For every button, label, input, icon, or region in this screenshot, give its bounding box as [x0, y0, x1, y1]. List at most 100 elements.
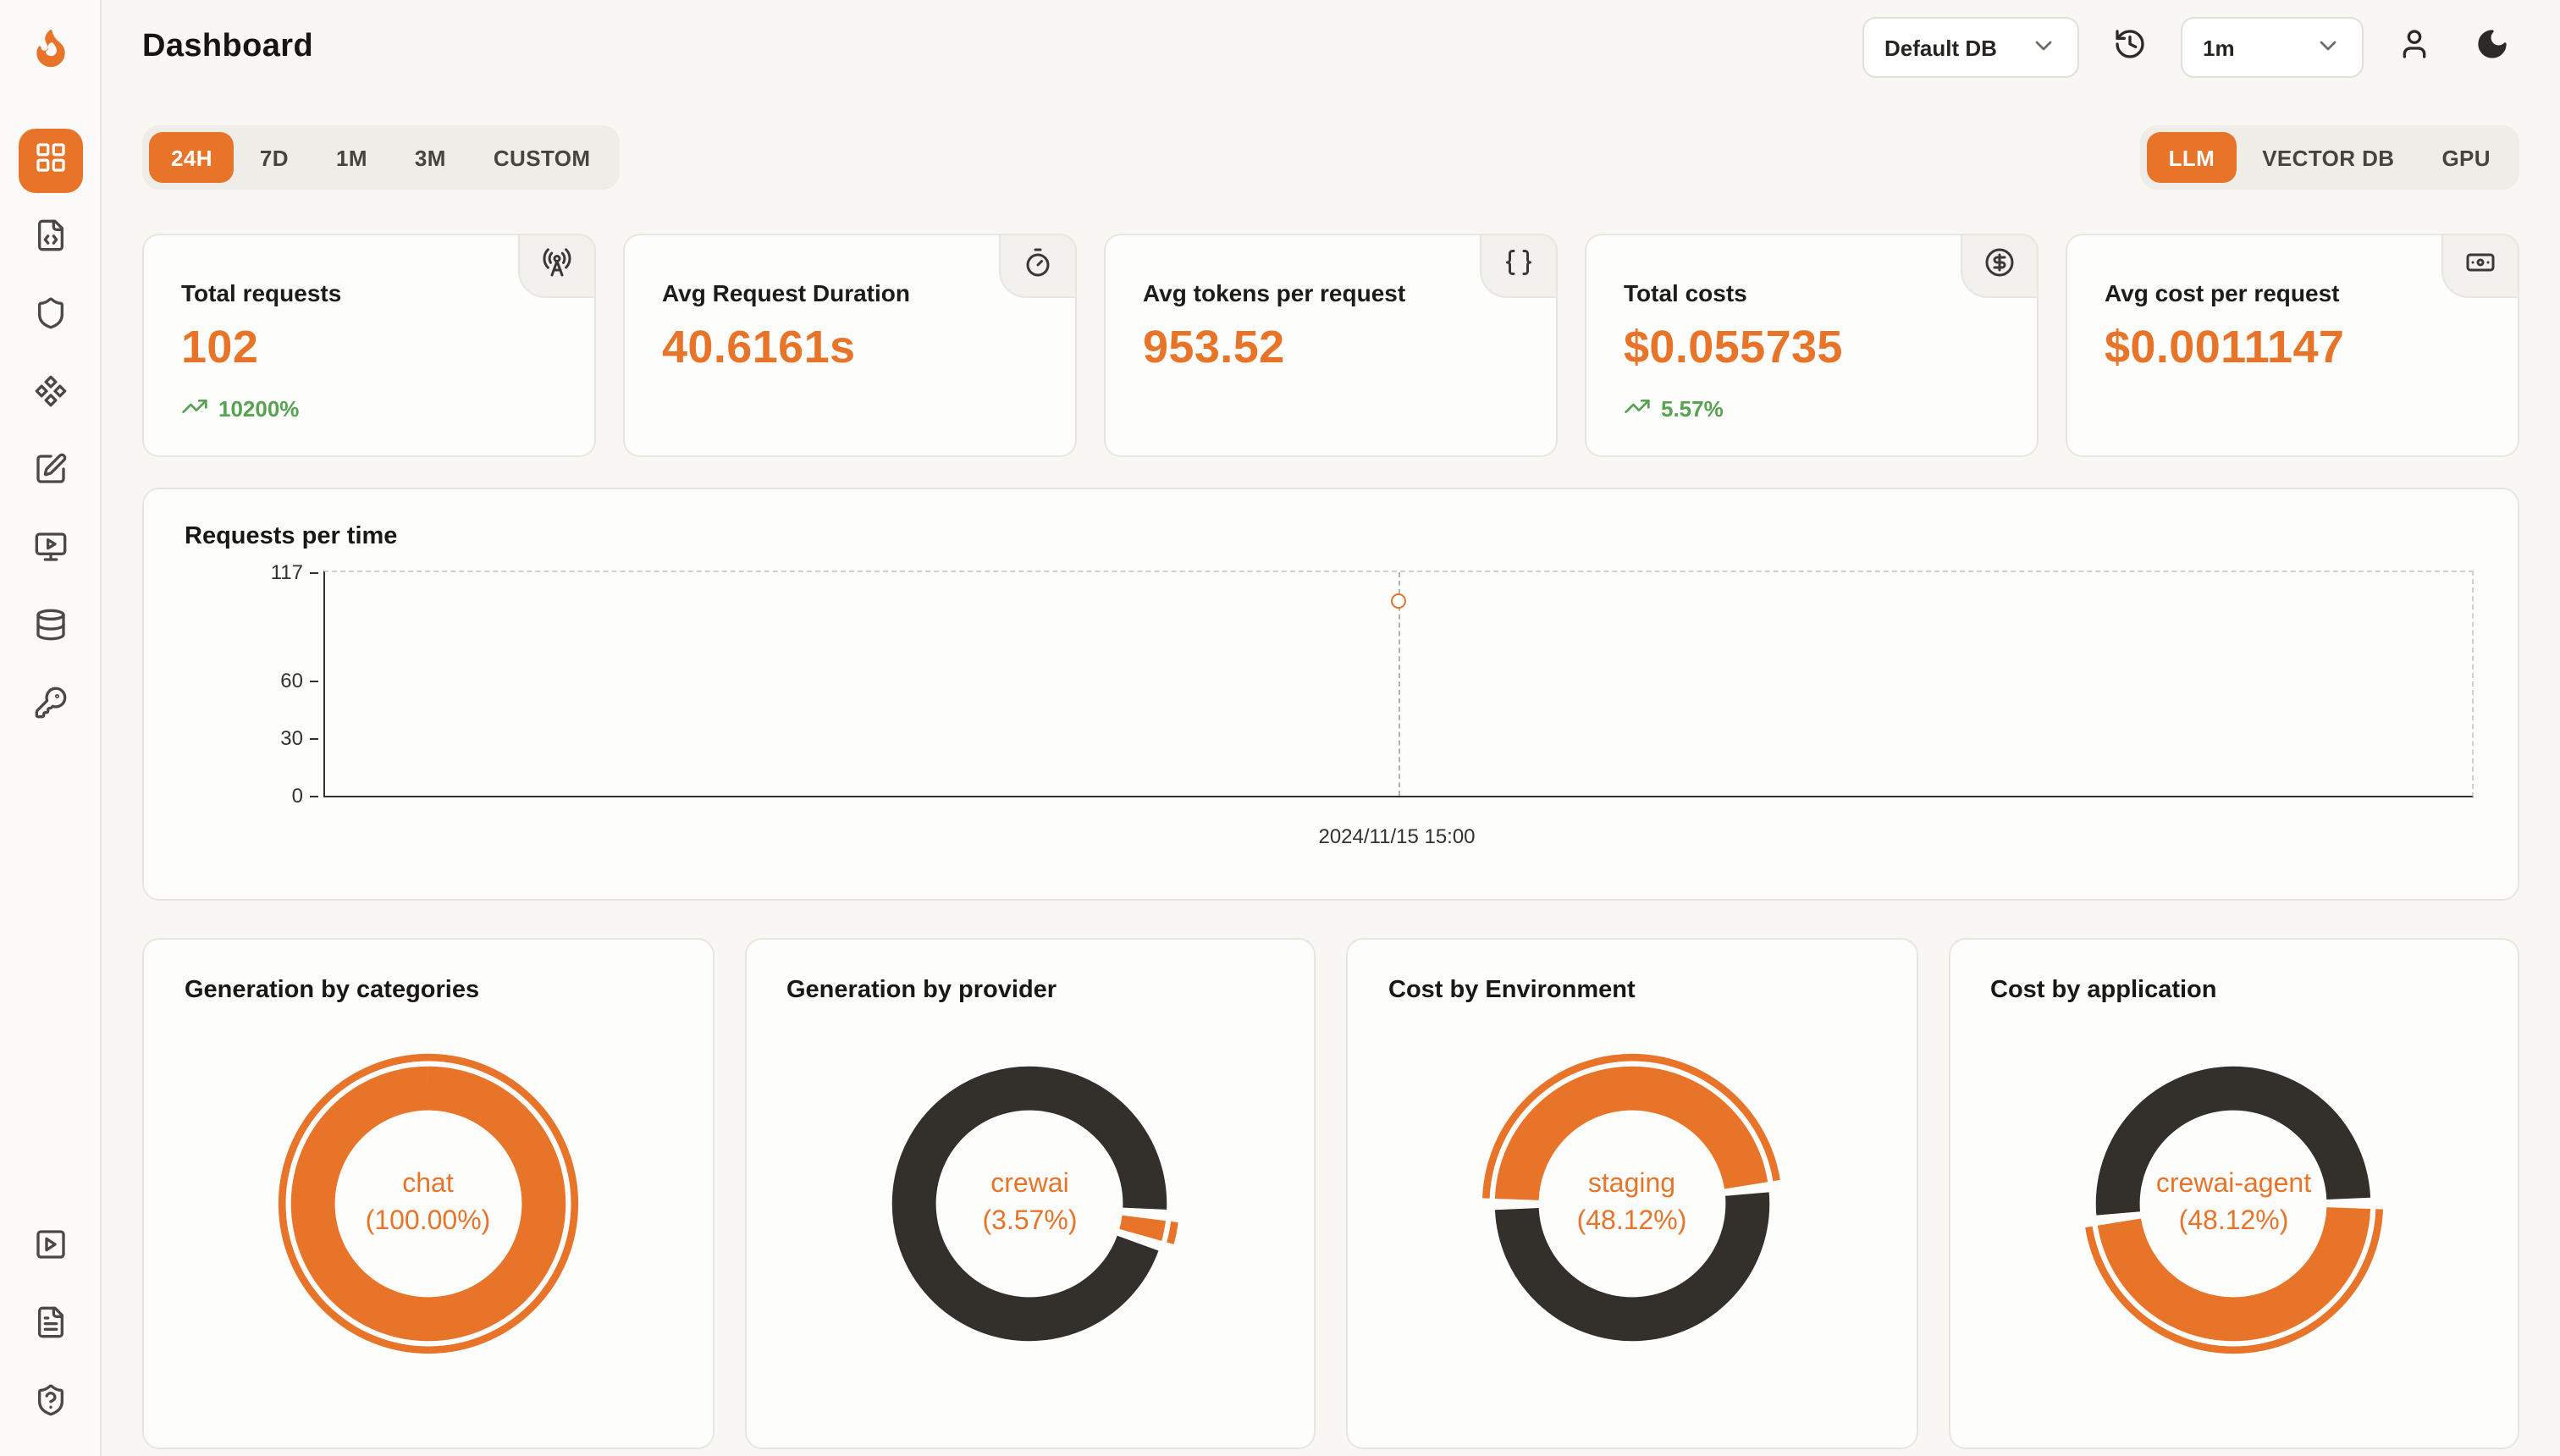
database-select-value: Default DB [1884, 35, 1997, 60]
chevron-down-icon [2314, 31, 2342, 63]
file-text-icon [33, 1304, 67, 1347]
chevron-down-icon [2030, 31, 2057, 63]
monitor-play-icon [33, 529, 67, 571]
shield-icon [33, 295, 67, 338]
profile-button[interactable] [2387, 20, 2441, 74]
sidebar-item-documentation[interactable] [18, 1293, 82, 1358]
stat-label: Avg cost per request [2105, 279, 2340, 306]
sidebar-item-requests[interactable] [18, 207, 82, 271]
sidebar-item-exceptions[interactable] [18, 284, 82, 349]
key-icon [33, 685, 67, 727]
cost-by-application-card: Cost by application crewai-agent (48.12%… [1948, 938, 2519, 1449]
chart-title: Generation by categories [185, 977, 480, 1004]
stat-label: Total requests [181, 279, 342, 306]
donut-center-label: crewai-agent (48.12%) [2072, 1041, 2397, 1366]
stat-label: Avg tokens per request [1143, 279, 1406, 306]
donut-center-label: chat (100.00%) [266, 1041, 591, 1366]
filters-row: 24H 7D 1M 3M CUSTOM LLM VECTOR DB GPU [142, 125, 2519, 190]
sidebar-item-databases[interactable] [18, 596, 82, 660]
stat-delta: 5.57% [1624, 393, 2000, 425]
time-range-tab-3m[interactable]: 3M [414, 145, 446, 170]
donut-center-percent: (48.12%) [1576, 1207, 1687, 1236]
page-title: Dashboard [142, 29, 314, 64]
history-icon [2113, 26, 2147, 69]
app-logo[interactable] [28, 0, 72, 95]
stat-delta-value: 10200% [218, 396, 300, 422]
stat-icon-badge [1480, 234, 1558, 298]
stat-label: Avg Request Duration [662, 279, 910, 306]
stat-icon-badge [999, 234, 1077, 298]
topbar-actions: Default DB 1m [1862, 17, 2519, 78]
refresh-interval-select[interactable]: 1m [2181, 17, 2364, 78]
mode-tab-llm[interactable]: LLM [2146, 132, 2237, 183]
trending-up-icon [1624, 393, 1651, 425]
stat-value: 40.6161s [662, 322, 856, 372]
sidebar-item-dashboard[interactable] [18, 129, 82, 193]
generation-by-categories-donut[interactable]: chat (100.00%) [266, 1041, 591, 1366]
donut-center-name: crewai [990, 1170, 1069, 1200]
stats-row: Total requests 102 10200% Avg Request Du… [142, 234, 2519, 457]
y-axis-tick: 117 [244, 560, 318, 584]
cost-by-environment-donut[interactable]: staging (48.12%) [1470, 1041, 1795, 1366]
refresh-history-button[interactable] [2103, 20, 2157, 74]
time-range-tab-7d[interactable]: 7D [259, 145, 289, 170]
sidebar-item-support[interactable] [18, 1371, 82, 1436]
stat-card-total-requests: Total requests 102 10200% [142, 234, 596, 457]
hover-guide-line [1399, 572, 1400, 796]
sidebar-nav [18, 129, 82, 738]
cost-by-application-donut[interactable]: crewai-agent (48.12%) [2072, 1041, 2397, 1366]
chart-title: Cost by Environment [1388, 977, 1636, 1004]
y-axis-tick: 0 [244, 784, 318, 808]
stat-card-total-costs: Total costs $0.055735 5.57% [1585, 234, 2039, 457]
radio-tower-icon [542, 246, 572, 285]
donut-center-percent: (3.57%) [982, 1207, 1078, 1236]
time-range-tab-24h[interactable]: 24H [149, 132, 234, 183]
line-chart-plot-area[interactable]: 0 30 60 117 [271, 560, 2474, 808]
square-pen-icon [33, 451, 67, 494]
generation-by-provider-donut[interactable]: crewai (3.57%) [868, 1041, 1193, 1366]
y-axis-tick: 60 [244, 670, 318, 693]
sidebar-footer [18, 1216, 82, 1436]
mode-tabs: LLM VECTOR DB GPU [2139, 125, 2519, 190]
donut-center-percent: (48.12%) [2178, 1207, 2289, 1236]
stat-value: 102 [181, 322, 259, 372]
time-range-tabs: 24H 7D 1M 3M CUSTOM [142, 125, 620, 190]
stat-delta-value: 5.57% [1661, 396, 1724, 422]
stat-icon-badge [1961, 234, 2039, 298]
stat-delta: 10200% [181, 393, 557, 425]
time-range-tab-1m[interactable]: 1M [335, 145, 367, 170]
shield-question-icon [33, 1382, 67, 1425]
requests-line-chart: 0 30 60 117 2024/11/15 15:00 [185, 554, 2477, 852]
mode-tab-gpu[interactable]: GPU [2441, 145, 2491, 170]
donut-center-name: staging [1587, 1170, 1676, 1200]
generation-by-provider-card: Generation by provider crewai (3.57%) [744, 938, 1316, 1449]
sidebar-item-video-guide[interactable] [18, 1216, 82, 1280]
theme-toggle-button[interactable] [2465, 20, 2519, 74]
square-play-icon [33, 1227, 67, 1269]
y-axis-tick: 30 [244, 726, 318, 750]
stat-icon-badge [518, 234, 596, 298]
stat-card-avg-request-duration: Avg Request Duration 40.6161s [623, 234, 1077, 457]
main-area: Dashboard Default DB 1m [102, 0, 2560, 1456]
banknote-icon [2465, 246, 2496, 285]
sidebar-item-playground[interactable] [18, 518, 82, 582]
stat-icon-badge [2441, 234, 2519, 298]
topbar: Dashboard Default DB 1m [142, 0, 2519, 95]
data-point[interactable] [1391, 593, 1406, 609]
sidebar-item-api-keys[interactable] [18, 674, 82, 738]
sidebar-item-prompts[interactable] [18, 362, 82, 427]
mode-tab-vector-db[interactable]: VECTOR DB [2262, 145, 2395, 170]
chart-title: Requests per time [185, 523, 398, 550]
donut-center-percent: (100.00%) [365, 1207, 491, 1236]
time-range-tab-custom[interactable]: CUSTOM [493, 145, 591, 170]
x-axis-label: 2024/11/15 15:00 [1318, 825, 1476, 848]
sidebar-item-evaluations[interactable] [18, 440, 82, 505]
requests-per-time-card: Requests per time 0 30 60 117 2024/11/15 15… [142, 488, 2519, 901]
database-select[interactable]: Default DB [1862, 17, 2079, 78]
moon-icon [2475, 26, 2509, 69]
cost-by-environment-card: Cost by Environment staging (48.12%) [1346, 938, 1917, 1449]
generation-by-categories-card: Generation by categories chat (100.00%) [142, 938, 714, 1449]
braces-icon [1503, 246, 1534, 285]
stat-value: $0.055735 [1624, 322, 1843, 372]
timer-icon [1023, 246, 1053, 285]
